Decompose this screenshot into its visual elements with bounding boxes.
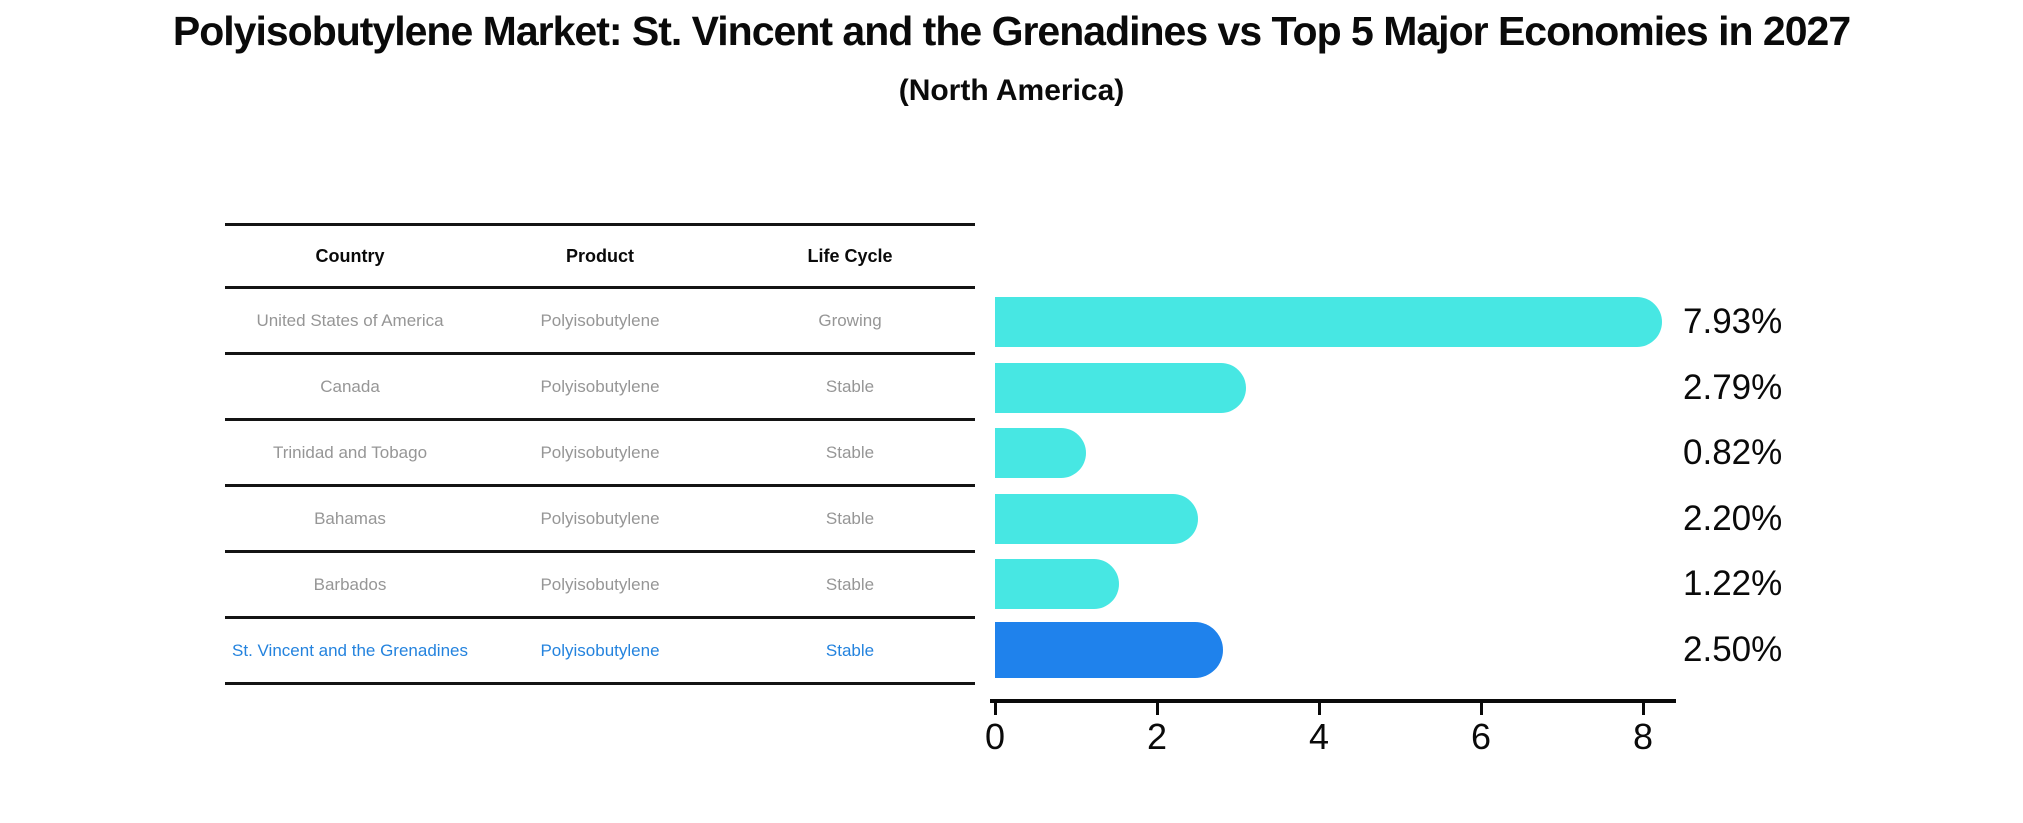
table-row: United States of America Polyisobutylene G… xyxy=(225,289,975,355)
x-axis-tick xyxy=(1642,701,1645,715)
product-cell: Polyisobutylene xyxy=(540,574,660,594)
x-axis-tick-label: 4 xyxy=(1308,716,1330,757)
column-header-country: Country xyxy=(315,245,385,266)
table-row: Barbados Polyisobutylene Stable xyxy=(225,553,975,619)
x-axis-tick xyxy=(1156,701,1159,715)
page-title: Polyisobutylene Market: St. Vincent and … xyxy=(172,8,1851,54)
bar-value-label: 2.50% xyxy=(1683,630,1783,669)
bar xyxy=(995,363,1246,413)
column-header-life-cycle: Life Cycle xyxy=(807,245,893,266)
bar-value-label: 0.82% xyxy=(1683,433,1783,472)
table-row: Canada Polyisobutylene Stable xyxy=(225,355,975,421)
table-row: Bahamas Polyisobutylene Stable xyxy=(225,487,975,553)
lifecycle-cell: Stable xyxy=(825,574,875,594)
x-axis-tick-label: 2 xyxy=(1146,716,1168,757)
country-cell: United States of America xyxy=(256,310,444,330)
x-axis-line xyxy=(990,699,1676,703)
page-subtitle: (North America) xyxy=(898,74,1125,107)
bar xyxy=(995,559,1119,609)
table-row: St. Vincent and the Grenadines Polyisobut… xyxy=(225,619,975,685)
x-axis-tick xyxy=(1318,701,1321,715)
x-axis-tick-label: 6 xyxy=(1470,716,1492,757)
bar xyxy=(995,297,1662,347)
bar-value-label: 1.22% xyxy=(1683,564,1783,603)
country-cell: Barbados xyxy=(313,574,387,594)
lifecycle-cell: Stable xyxy=(825,442,875,462)
product-cell: Polyisobutylene xyxy=(540,376,660,396)
x-axis-tick xyxy=(1480,701,1483,715)
product-cell: Polyisobutylene xyxy=(540,640,660,660)
table-row: Trinidad and Tobago Polyisobutylene Stable xyxy=(225,421,975,487)
bar xyxy=(995,494,1198,544)
table-body: United States of America Polyisobutylene G… xyxy=(225,289,975,685)
x-axis-tick-label: 0 xyxy=(984,716,1006,757)
lifecycle-cell: Stable xyxy=(825,508,875,528)
highlight-bar xyxy=(995,622,1223,678)
bar xyxy=(995,428,1086,478)
lifecycle-cell: Stable xyxy=(825,640,875,660)
country-cell: Bahamas xyxy=(314,508,386,528)
product-cell: Polyisobutylene xyxy=(540,442,660,462)
country-cell: Canada xyxy=(320,376,380,396)
bar-value-label: 2.20% xyxy=(1683,499,1783,538)
country-cell: St. Vincent and the Grenadines xyxy=(232,640,468,660)
x-axis-tick-label: 8 xyxy=(1632,716,1654,757)
column-header-product: Product xyxy=(565,245,634,266)
product-cell: Polyisobutylene xyxy=(540,310,660,330)
x-axis-tick xyxy=(994,701,997,715)
table-header-row: Country Product Life Cycle xyxy=(225,223,975,289)
bar-value-label: 2.79% xyxy=(1683,368,1783,407)
country-table: Country Product Life Cycle United States… xyxy=(225,223,975,685)
country-cell: Trinidad and Tobago xyxy=(272,442,428,462)
product-cell: Polyisobutylene xyxy=(540,508,660,528)
lifecycle-cell: Growing xyxy=(818,310,882,330)
bar-value-label: 7.93% xyxy=(1683,302,1783,341)
lifecycle-cell: Stable xyxy=(825,376,875,396)
